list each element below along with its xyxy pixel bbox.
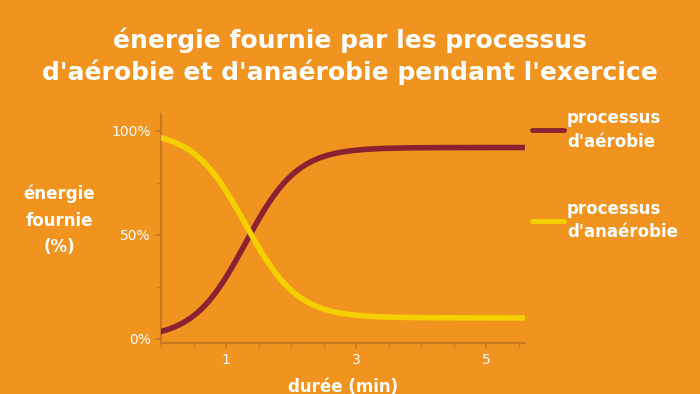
Text: énergie fournie par les processus
d'aérobie et d'anaérobie pendant l'exercice: énergie fournie par les processus d'aéro… xyxy=(42,28,658,85)
Text: processus
d'aérobie: processus d'aérobie xyxy=(567,109,661,151)
Text: énergie
fournie
(%): énergie fournie (%) xyxy=(24,185,95,256)
X-axis label: durée (min): durée (min) xyxy=(288,378,398,394)
Text: processus
d'anaérobie: processus d'anaérobie xyxy=(567,200,678,242)
